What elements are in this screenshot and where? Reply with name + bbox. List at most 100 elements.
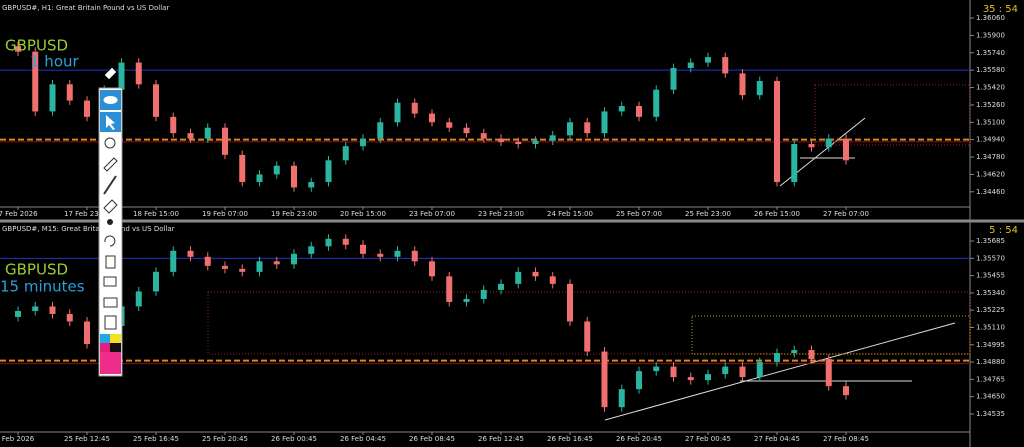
candle-body — [687, 377, 694, 381]
candle-body — [239, 154, 246, 183]
candle-body — [705, 57, 711, 63]
candle-body — [187, 133, 194, 139]
countdown: 35 : 54 — [983, 4, 1018, 15]
candle-body — [325, 160, 332, 183]
y-tick-label: 1.35100 — [976, 118, 1005, 126]
candle-body — [360, 244, 366, 254]
candle-body — [705, 374, 711, 381]
y-tick-label: 1.34650 — [976, 393, 1005, 401]
candle-body — [825, 359, 832, 387]
candle-body — [170, 250, 177, 272]
candle-body — [256, 261, 263, 272]
candle-body — [549, 276, 556, 284]
candle-body — [463, 298, 470, 302]
candle-body — [446, 276, 453, 302]
y-tick-label: 1.35260 — [976, 101, 1005, 109]
countdown: 5 : 54 — [989, 225, 1018, 236]
candle-body — [15, 310, 21, 317]
color-swatch[interactable] — [100, 334, 110, 343]
y-tick-label: 1.35340 — [976, 289, 1005, 297]
y-tick-label: 1.34535 — [976, 410, 1005, 418]
candle-body — [618, 106, 625, 112]
candle-body — [411, 250, 418, 262]
symbol-label: GBPUSD — [5, 37, 68, 55]
candle-body — [66, 313, 73, 322]
x-tick-label: 24 Feb 15:00 — [547, 210, 593, 218]
candle-body — [84, 321, 90, 345]
eraser-button[interactable] — [103, 157, 118, 172]
template-button[interactable] — [103, 276, 117, 287]
ruler-button[interactable] — [103, 199, 118, 214]
candle-body — [153, 271, 159, 292]
dot-button[interactable] — [107, 219, 113, 225]
screenshot-button[interactable] — [103, 297, 118, 308]
candle-body — [653, 366, 660, 372]
candle-body — [222, 265, 228, 269]
x-tick-label: 26 Feb 04:45 — [340, 435, 386, 443]
pen-icon[interactable] — [103, 66, 118, 81]
candle-body — [187, 250, 194, 257]
candle-body — [204, 256, 211, 266]
candle-body — [549, 135, 556, 141]
candle-body — [325, 238, 332, 247]
candle-body — [722, 57, 729, 74]
magnet-button[interactable] — [104, 137, 116, 149]
candle-body — [774, 353, 780, 363]
symbol-label: GBPUSD — [5, 261, 68, 279]
y-tick-label: 1.35110 — [976, 323, 1005, 331]
candle-body — [377, 253, 384, 257]
color-swatch[interactable] — [110, 334, 121, 343]
y-tick-label: 1.36060 — [976, 14, 1005, 22]
x-tick-label: 25 Feb 20:45 — [202, 435, 248, 443]
candle-body — [636, 106, 642, 117]
undo-button[interactable] — [104, 235, 116, 247]
x-tick-label: 26 Feb 12:45 — [478, 435, 524, 443]
candle-body — [273, 165, 280, 175]
candle-body — [808, 350, 815, 360]
trash-button[interactable] — [105, 255, 116, 269]
trend-line[interactable] — [604, 322, 956, 421]
candle-body — [498, 138, 504, 142]
timeframe-label: 1 hour — [30, 53, 80, 71]
x-tick-label: 27 Feb 00:45 — [685, 435, 731, 443]
candle-body — [791, 144, 798, 183]
color-swatch[interactable] — [100, 343, 110, 352]
y-tick-label: 1.34995 — [976, 341, 1005, 349]
x-tick-label: 18 Feb 15:00 — [133, 210, 179, 218]
zone — [814, 84, 971, 146]
candle-body — [791, 350, 798, 354]
color-swatch[interactable] — [100, 352, 121, 374]
candle-body — [480, 289, 487, 299]
y-tick-label: 1.34940 — [976, 136, 1005, 144]
candle-body — [808, 144, 815, 148]
x-tick-label: 20 Feb 15:00 — [340, 210, 386, 218]
clipboard-button[interactable] — [104, 315, 117, 330]
candle-body — [239, 268, 246, 272]
candle-body — [342, 238, 349, 245]
candle-body — [618, 389, 625, 408]
candle-body — [49, 84, 56, 112]
candle-body — [377, 122, 384, 139]
color-swatch[interactable] — [110, 343, 121, 352]
timeframe-label: 15 minutes — [0, 278, 85, 296]
candle-body — [411, 102, 418, 114]
x-tick-label: 19 Feb 07:00 — [202, 210, 248, 218]
y-tick-label: 1.34460 — [976, 188, 1005, 196]
x-tick-label: 17 Feb 23:00 — [64, 210, 110, 218]
candle-body — [601, 351, 608, 408]
candle-body — [687, 62, 694, 68]
chart-header: GBPUSD#, M15: Great Britain Pound vs US … — [2, 225, 175, 233]
candle-body — [135, 291, 142, 307]
candle-body — [498, 283, 504, 290]
candle-body — [291, 253, 297, 265]
y-tick-label: 1.34620 — [976, 170, 1005, 178]
x-tick-label: 26 Feb 00:45 — [271, 435, 317, 443]
candle-body — [15, 46, 21, 52]
zone — [691, 315, 971, 355]
candle-body — [291, 165, 297, 188]
x-tick-label: 19 Feb 23:00 — [271, 210, 317, 218]
line-button[interactable] — [103, 175, 117, 195]
candle-body — [118, 62, 125, 90]
